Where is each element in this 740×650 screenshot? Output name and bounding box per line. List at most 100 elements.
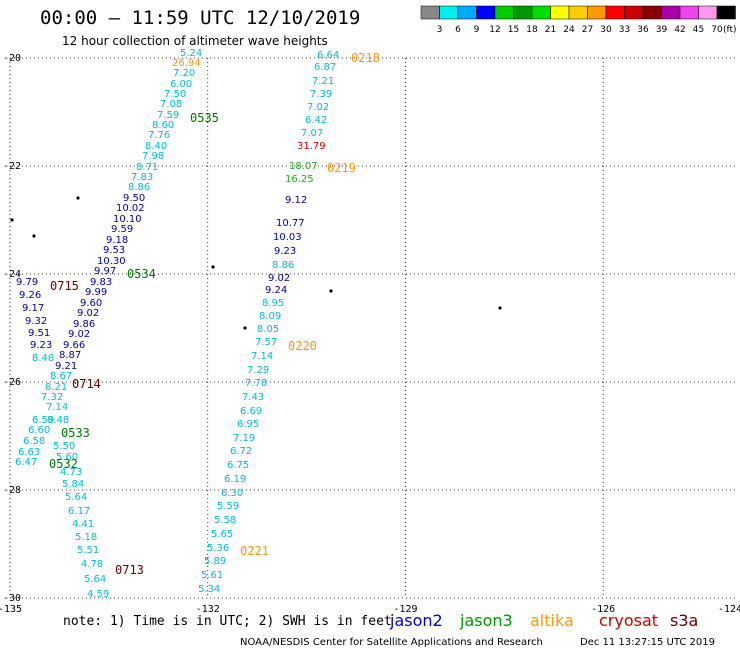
wave-height-label: 18.07 [289,161,318,172]
colorbar-label: 70 [711,25,723,35]
wave-height-label: 6.87 [314,62,336,73]
colorbar-label: 6 [455,25,461,35]
islands [10,196,502,330]
colorbar-swatch [531,5,551,20]
wave-height-label: 5.24 [180,48,202,59]
wave-height-label: 5.58 [214,515,236,526]
wave-height-label: 6.47 [15,457,37,468]
wave-height-label: 7.83 [131,172,153,183]
wave-height-label: 9.26 [19,290,41,301]
wave-height-label: 6.63 [18,447,40,458]
wave-height-label: 6.58 [23,436,45,447]
map-title: 00:00 – 11:59 UTC 12/10/2019 [40,7,360,29]
island-marker [32,234,36,238]
colorbar-label: 3 [437,25,443,35]
wave-height-label: 10.77 [276,218,305,229]
island-marker [211,265,215,269]
wave-height-label: 5.60 [56,452,78,463]
wave-height-label: 5.34 [198,584,220,595]
wave-height-label: 9.83 [90,277,112,288]
wave-height-label: 7.76 [148,130,170,141]
wave-height-label: 6.19 [224,474,246,485]
wave-height-label: 7.29 [247,365,269,376]
wave-height-label: 7.98 [142,151,164,162]
wave-height-label: 5.51 [77,545,99,556]
lon-tick-label: -126 [591,604,615,615]
colorbar-swatch [476,5,496,20]
wave-height-label: 6.59 [32,415,54,426]
credit-text: NOAA/NESDIS Center for Satellite Applica… [240,637,543,648]
wave-height-label: 9.02 [68,329,90,340]
pass-time-label: 0533 [61,426,90,440]
wave-height-label: 9.23 [30,340,52,351]
colorbar-label: 24 [563,25,575,35]
wave-height-label: 4.41 [72,519,94,530]
wave-height-label: 9.79 [16,277,38,288]
wave-height-label: 8.87 [59,350,81,361]
pass-time-label: 0713 [115,563,144,577]
wave-height-label: 9.99 [85,287,107,298]
axis-ticks: -20-22-24-26-28-30-135-132-129-126-123-1… [0,53,740,615]
colorbar-swatch [624,5,644,20]
colorbar-swatch [513,5,533,20]
created-timestamp: Dec 11 13:27:15 UTC 2019 [580,637,715,648]
colorbar-label: 39 [656,25,668,35]
pass-time-label: 0714 [72,377,101,391]
wave-height-label: 7.59 [157,110,179,121]
wave-height-label: 26.94 [172,58,201,69]
pass-time-label: 0535 [190,111,219,125]
wave-height-label: 5.65 [211,529,233,540]
pass-time-label: 0715 [50,279,79,293]
wave-height-label: 16.25 [285,174,314,185]
wave-height-label: 10.02 [116,203,145,214]
colorbar-label: 15 [508,25,519,35]
wave-height-label: 6.42 [305,115,327,126]
colorbar-label: 18 [526,25,538,35]
wave-height-label: 9.02 [77,308,99,319]
colorbar-swatch [457,5,477,20]
wave-height-label: 7.39 [310,89,332,100]
wave-height-label: 5.84 [62,479,84,490]
satellite-legend-cryosat: cryosat [599,611,658,630]
wave-height-label: 7.50 [164,89,186,100]
wave-height-label: 9.18 [106,235,128,246]
lon-tick-label: -132 [196,604,220,615]
colorbar-label: 45 [693,25,704,35]
colorbar-unit: (ft) [723,25,737,35]
wave-height-label: 7.32 [41,392,63,403]
pass-time-label: 0218 [351,51,380,65]
wave-height-label: 6.95 [237,419,259,430]
wave-height-label: 9.02 [268,273,290,284]
wave-height-label: 9.24 [265,285,287,296]
wave-height-label: 9.50 [123,193,145,204]
wave-height-label: 6.30 [221,488,243,499]
pass-time-label: 0532 [49,457,78,471]
wave-height-label: 6.60 [28,425,50,436]
island-marker [329,289,333,293]
colorbar-swatch [661,5,681,20]
wave-height-label: 7.08 [160,99,182,110]
wave-height-label: 8.86 [272,260,294,271]
wave-height-label: 6.00 [170,79,192,90]
wave-height-label: 8.48 [47,415,69,426]
colorbar-label: 21 [545,25,556,35]
wave-height-label: 8.60 [152,120,174,131]
wave-height-label: 6.64 [317,50,339,61]
wave-height-label: 10.10 [113,214,142,225]
wave-height-label: 6.75 [227,460,249,471]
island-marker [243,326,247,330]
colorbar-swatch [568,5,588,20]
lat-tick-label: -26 [3,377,21,388]
lat-tick-label: -30 [3,593,21,604]
wave-height-label: 8.71 [136,162,158,173]
wave-height-label: 5.36 [207,543,229,554]
colorbar-swatch [679,5,699,20]
wave-height-label: 7.02 [307,102,329,113]
pass-time-label: 0220 [288,339,317,353]
colorbar-swatch [587,5,607,20]
colorbar-swatch [494,5,514,20]
lon-tick-label: -135 [0,604,22,615]
colorbar-label: 42 [674,25,685,35]
wave-height-label: 9.60 [80,298,102,309]
wave-height-label: 8.95 [262,298,284,309]
